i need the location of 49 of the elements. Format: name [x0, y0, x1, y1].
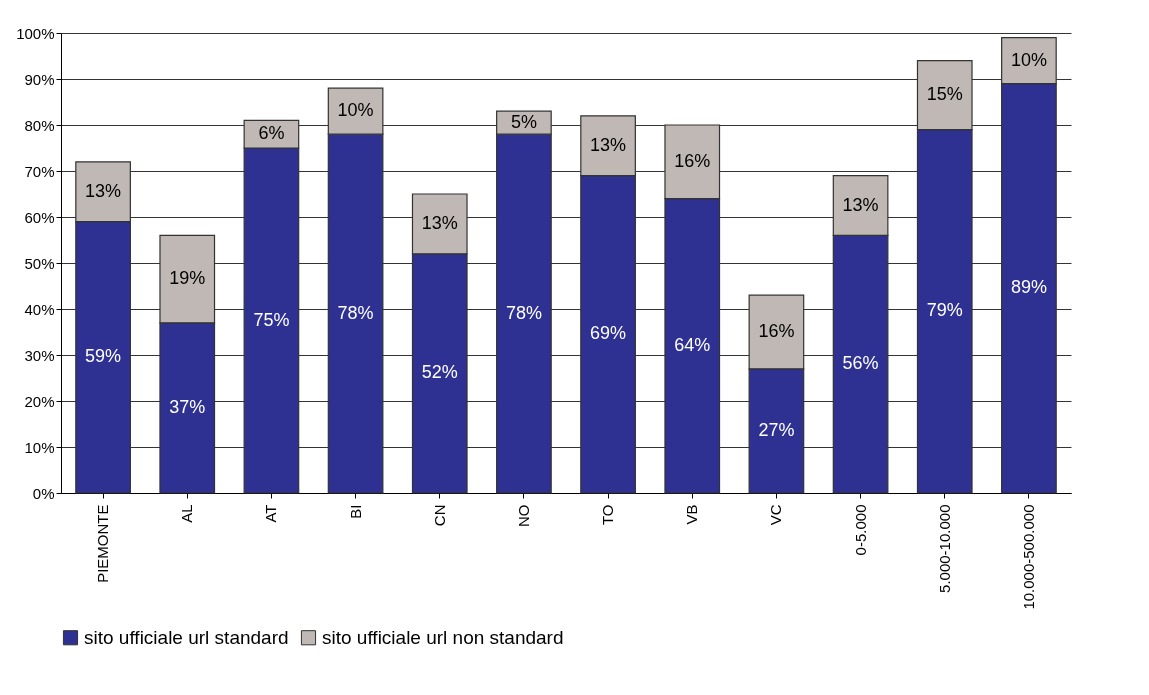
- x-tick-label: CN: [430, 504, 448, 527]
- x-tick-label: VB: [683, 504, 701, 525]
- data-label: 69%: [590, 323, 627, 344]
- y-tick-label: 40%: [24, 300, 55, 318]
- x-tick-label: BI: [346, 504, 364, 519]
- y-tick-label: 30%: [24, 346, 55, 364]
- x-tick-label: AT: [262, 504, 280, 523]
- data-label: 27%: [758, 419, 795, 440]
- legend-label: sito ufficiale url non standard: [322, 626, 564, 648]
- data-label: 79%: [926, 300, 963, 321]
- x-tick-label: AL: [178, 504, 196, 523]
- y-tick-label: 0%: [32, 484, 55, 502]
- data-label: 6%: [258, 123, 285, 144]
- y-tick-label: 50%: [24, 254, 55, 272]
- y-tick-label: 70%: [24, 162, 55, 180]
- y-tick-label: 100%: [16, 24, 55, 42]
- data-label: 78%: [505, 302, 542, 323]
- y-tick-label: 60%: [24, 208, 55, 226]
- x-tick-label: 5.000-10.000: [935, 504, 953, 593]
- data-label: 75%: [253, 309, 290, 330]
- data-label: 37%: [169, 396, 206, 417]
- data-label: 5%: [510, 111, 537, 132]
- x-tick-label: 0-5.000: [851, 504, 869, 556]
- data-label: 89%: [1010, 277, 1047, 298]
- data-label: 13%: [842, 194, 879, 215]
- y-tick-label: 90%: [24, 70, 55, 88]
- y-tick-label: 80%: [24, 116, 55, 134]
- x-tick-label: PIEMONTE: [94, 504, 112, 583]
- x-tick-label: NO: [514, 504, 532, 527]
- data-label: 64%: [674, 334, 711, 355]
- data-label: 13%: [590, 134, 627, 155]
- x-tick-label: VC: [767, 504, 785, 526]
- data-label: 16%: [758, 321, 795, 341]
- data-label: 52%: [421, 362, 458, 383]
- data-label: 13%: [85, 180, 122, 201]
- data-label: 13%: [421, 212, 458, 233]
- data-label: 10%: [337, 100, 374, 121]
- legend-label: sito ufficiale url standard: [84, 626, 289, 648]
- x-tick-label: 10.000-500.000: [1019, 504, 1037, 610]
- y-tick-label: 10%: [24, 438, 55, 456]
- data-label: 78%: [337, 302, 374, 323]
- data-label: 19%: [169, 268, 206, 289]
- data-label: 10%: [1010, 49, 1047, 70]
- x-tick-label: TO: [599, 504, 617, 526]
- data-label: 16%: [674, 150, 711, 171]
- y-tick-label: 20%: [24, 392, 55, 410]
- data-label: 59%: [85, 346, 122, 367]
- data-label: 15%: [926, 84, 963, 105]
- data-label: 56%: [842, 353, 879, 374]
